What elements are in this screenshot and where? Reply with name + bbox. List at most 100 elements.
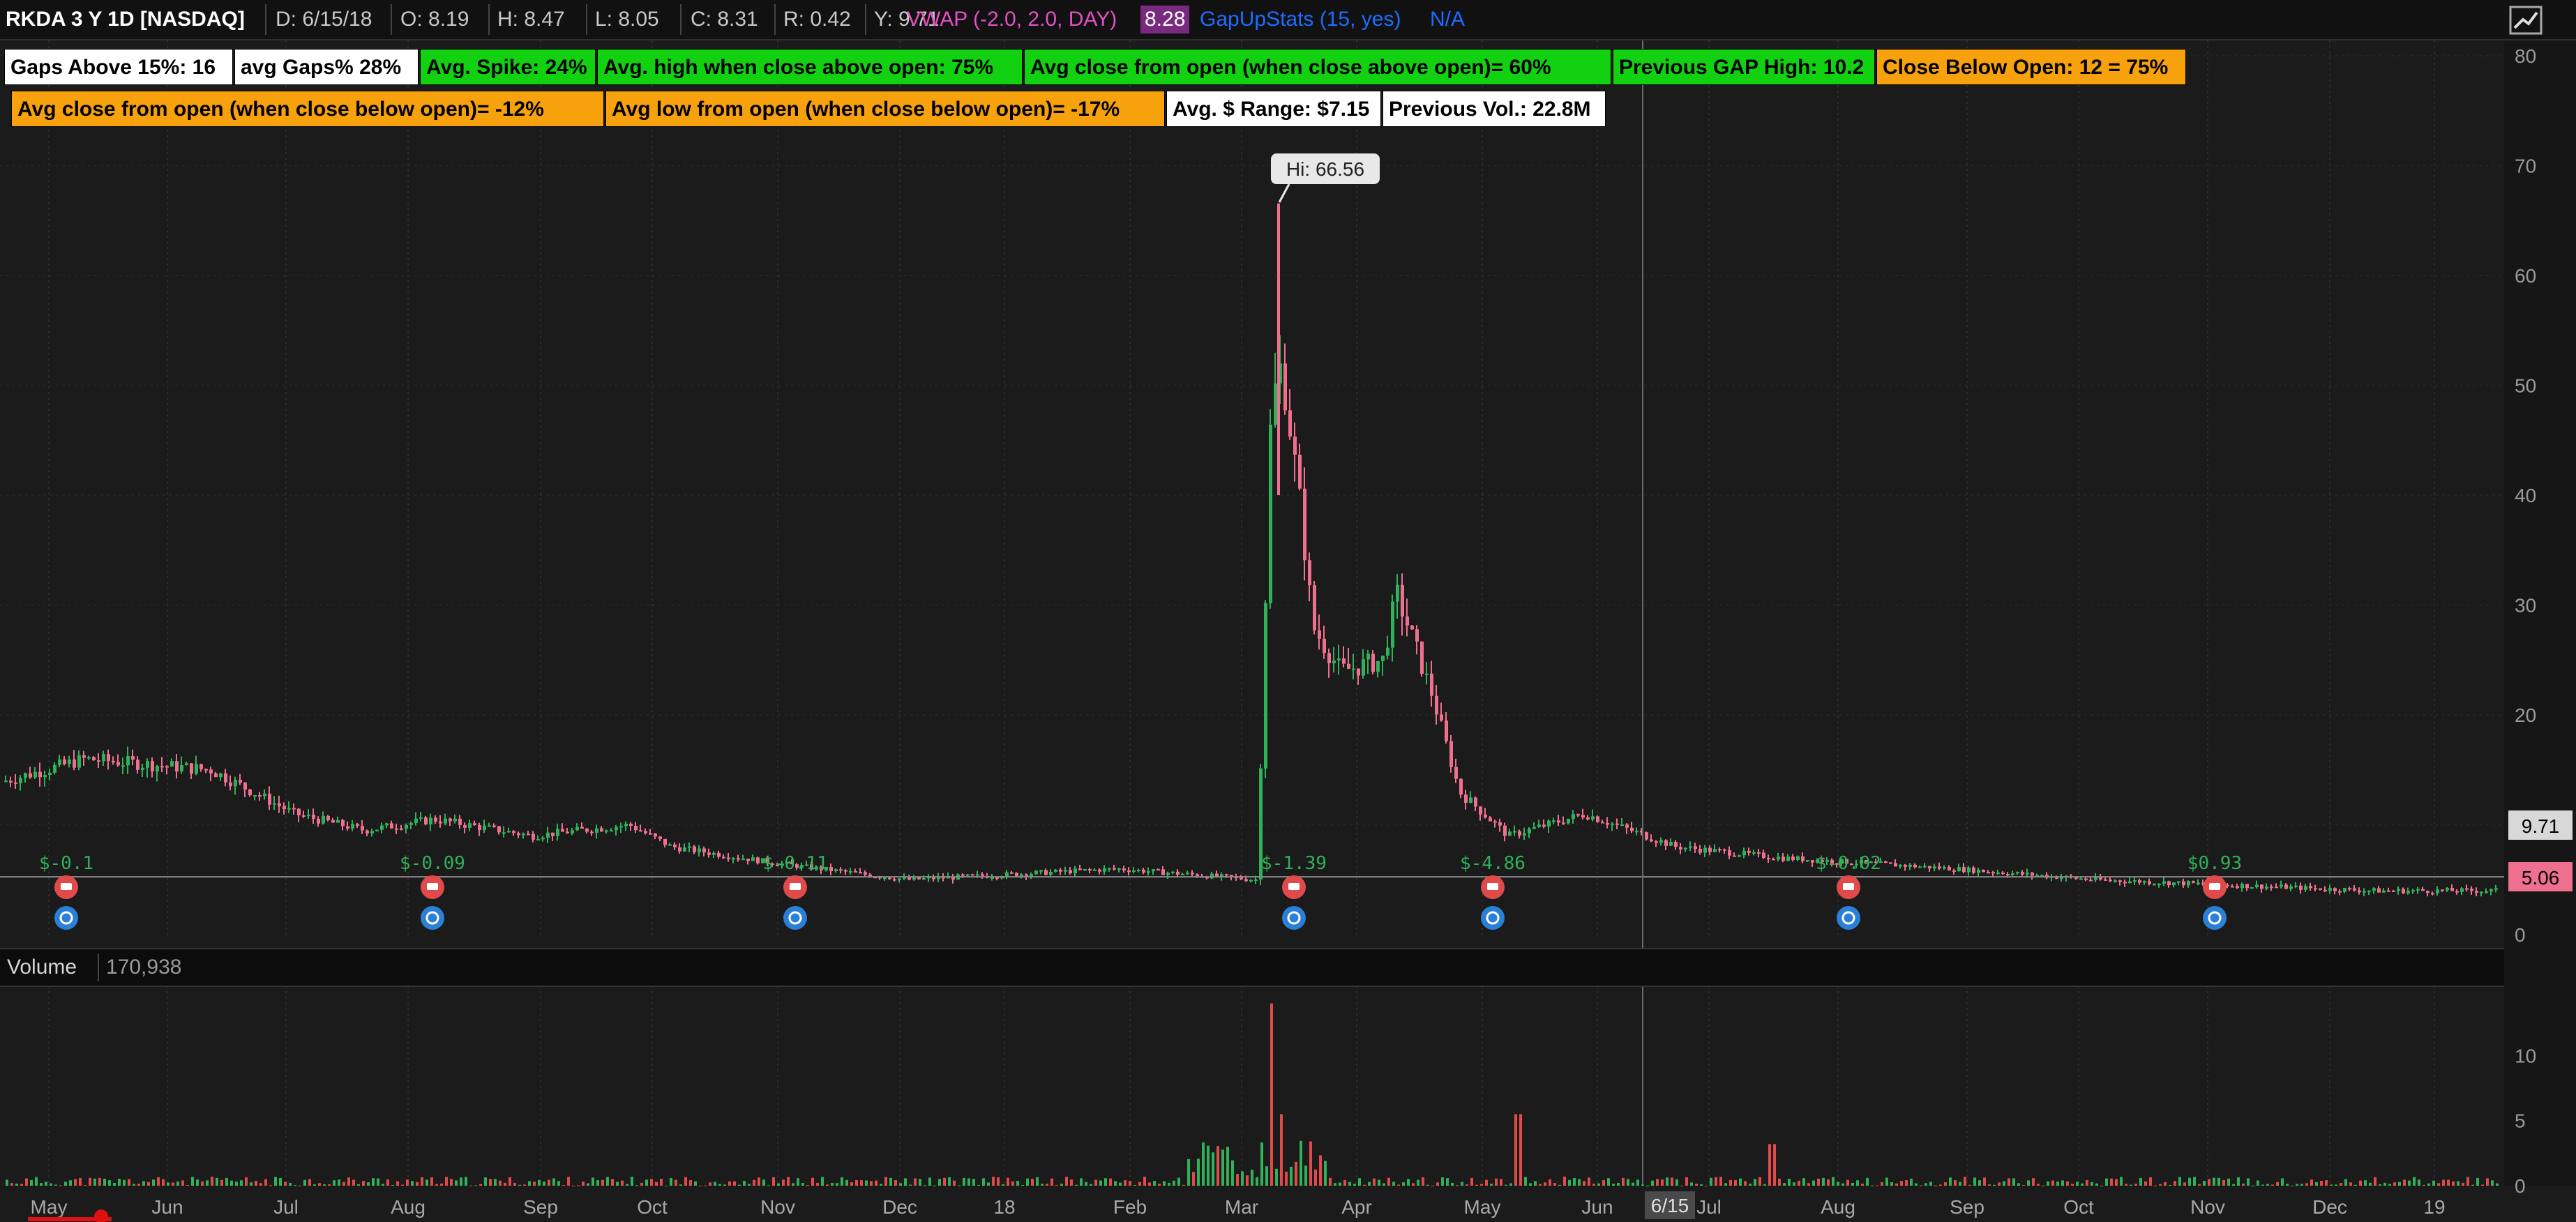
cursor-date-value: 6/15: [1651, 1195, 1689, 1216]
candle-body: [698, 848, 701, 852]
candle-body: [409, 822, 413, 825]
candle-body: [180, 764, 183, 772]
expand-icon[interactable]: [2509, 6, 2543, 35]
volume-bar: [592, 1177, 594, 1186]
volume-bar: [948, 1177, 951, 1186]
dividend-icon[interactable]: [2203, 906, 2227, 930]
candle-body: [1117, 868, 1121, 870]
candle-body: [1074, 868, 1077, 874]
volume-bar: [655, 1182, 658, 1186]
event-label: $-4.86: [1460, 853, 1526, 874]
candle-body: [2060, 877, 2063, 880]
candle-body: [1420, 641, 1424, 674]
volume-bar: [2032, 1178, 2035, 1186]
volume-bar: [2496, 1183, 2499, 1186]
volume-bar: [1387, 1177, 1390, 1186]
volume-bar: [1094, 1179, 1097, 1186]
volume-bar: [1256, 1177, 1258, 1186]
volume-bar: [1402, 1182, 1405, 1186]
volume-bar: [1065, 1177, 1068, 1186]
candle-body: [58, 759, 61, 765]
candle-body: [1987, 872, 1990, 874]
last-price-tag: [2508, 810, 2573, 840]
volume-bar: [953, 1180, 956, 1186]
candle-body: [1205, 876, 1209, 879]
candle-body: [1137, 869, 1140, 871]
volume-bar: [777, 1183, 780, 1186]
dividend-icon[interactable]: [1837, 906, 1860, 930]
volume-bar: [728, 1181, 731, 1186]
price-tick-label: 20: [2515, 704, 2536, 726]
candle-body: [121, 765, 125, 767]
volume-bar: [201, 1181, 204, 1186]
volume-title[interactable]: Volume: [7, 956, 77, 979]
candle-body: [229, 782, 232, 787]
dividend-icon[interactable]: [54, 906, 78, 930]
volume-panel: [0, 986, 2504, 1186]
candle-body: [1259, 768, 1263, 880]
candle-body: [126, 756, 130, 766]
candle-body: [1840, 859, 1844, 864]
candle-body: [600, 828, 603, 832]
candle-body: [346, 826, 349, 829]
volume-bar: [1944, 1182, 1947, 1186]
gapup-study[interactable]: GapUpStats (15, yes): [1200, 8, 1401, 31]
volume-bar: [816, 1182, 819, 1186]
candle-body: [1635, 831, 1639, 833]
candle-body: [2377, 888, 2381, 893]
candle-body: [1796, 856, 1800, 860]
volume-bar: [2296, 1184, 2298, 1186]
volume-bar: [1226, 1147, 1229, 1186]
candle-body: [1889, 862, 1892, 864]
candle-body: [512, 831, 515, 833]
candle-body: [449, 818, 452, 822]
volume-bar: [1187, 1159, 1190, 1186]
volume-bar: [2232, 1184, 2235, 1186]
candle-body: [2094, 877, 2097, 880]
dividend-icon[interactable]: [421, 906, 444, 930]
volume-bar: [753, 1179, 755, 1186]
volume-bar: [45, 1182, 47, 1186]
volume-bar: [2247, 1178, 2250, 1186]
x-axis-label: 19: [2423, 1196, 2445, 1218]
candle-body: [1381, 656, 1385, 661]
volume-bar: [601, 1179, 604, 1186]
volume-bar: [367, 1182, 370, 1186]
candle-body: [556, 829, 559, 836]
dividend-icon-glyph: [1486, 911, 1500, 925]
volume-bar: [2364, 1180, 2367, 1186]
candle-body: [2490, 889, 2493, 892]
candle-body: [1298, 454, 1302, 489]
candle-body: [2441, 889, 2444, 891]
volume-bar: [1104, 1178, 1107, 1186]
volume-bar: [1168, 1182, 1170, 1186]
symbol-title[interactable]: RKDA 3 Y 1D [NASDAQ]: [6, 8, 245, 31]
volume-bar: [738, 1184, 741, 1186]
volume-bar: [1221, 1149, 1224, 1186]
volume-bar: [1910, 1178, 1913, 1186]
candle-body: [2480, 891, 2483, 893]
dividend-icon[interactable]: [1282, 906, 1306, 930]
hi-bubble-label: Hi: 66.56: [1286, 158, 1364, 180]
candle-body: [492, 825, 496, 827]
video-progress-knob[interactable]: [94, 1209, 108, 1222]
volume-bar: [1090, 1184, 1092, 1186]
candle-body: [678, 847, 681, 852]
dividend-icon[interactable]: [1481, 906, 1505, 930]
volume-bar: [147, 1182, 150, 1186]
candle-body: [1161, 869, 1165, 875]
candle-body: [1952, 870, 1956, 873]
dividend-icon[interactable]: [783, 906, 807, 930]
volume-bar: [2344, 1179, 2347, 1186]
candle-body: [2343, 888, 2347, 892]
x-axis-label: Dec: [882, 1196, 917, 1218]
volume-bar: [313, 1184, 316, 1186]
candle-body: [976, 874, 979, 876]
vwap-study[interactable]: VWAP (-2.0, 2.0, DAY): [907, 8, 1117, 31]
volume-bar: [977, 1184, 980, 1186]
volume-bar: [1246, 1175, 1249, 1186]
volume-bar: [1549, 1179, 1551, 1186]
volume-bar: [1153, 1181, 1156, 1186]
volume-bar: [2359, 1180, 2362, 1186]
